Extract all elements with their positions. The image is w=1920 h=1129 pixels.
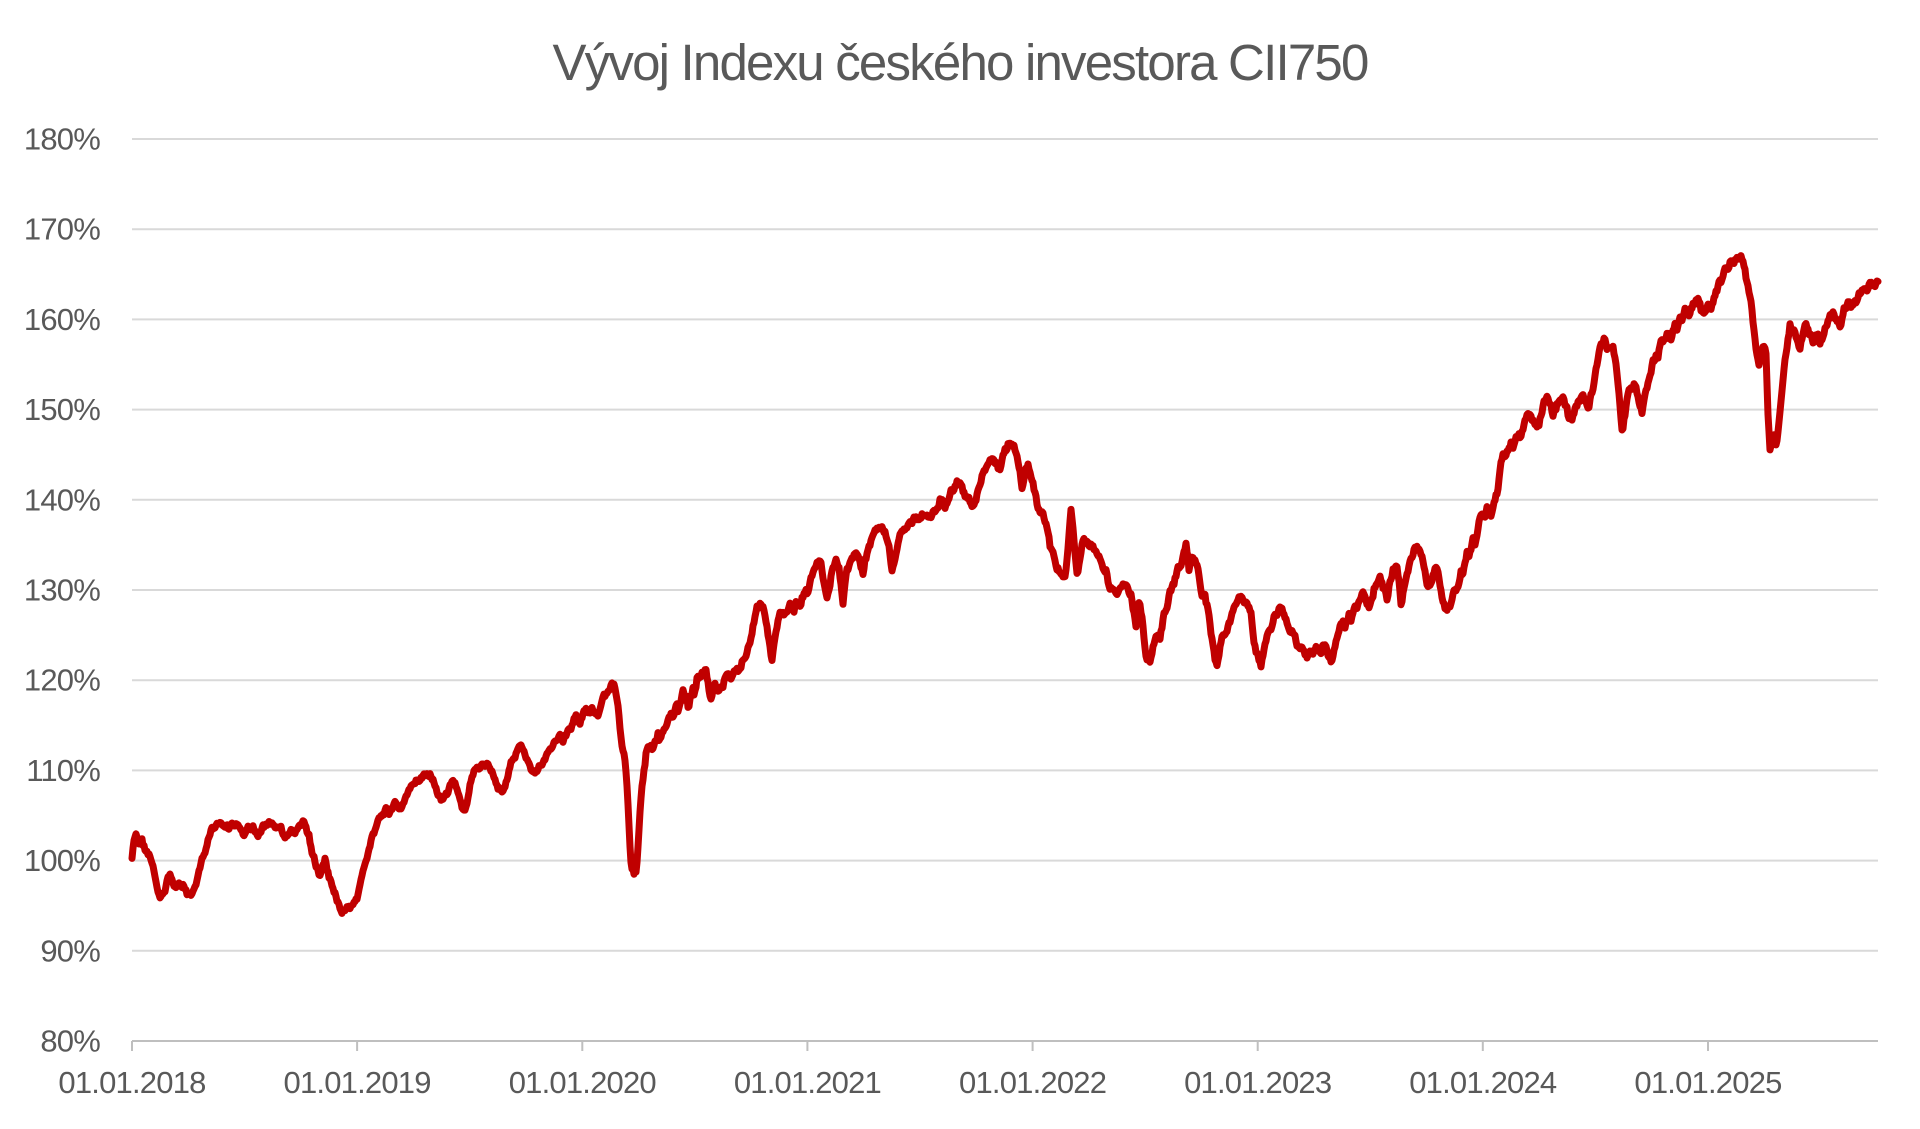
svg-text:170%: 170% [24, 212, 100, 247]
svg-text:140%: 140% [24, 482, 100, 517]
svg-text:120%: 120% [24, 663, 100, 698]
svg-text:Vývoj Indexu českého investora: Vývoj Indexu českého investora CII750 [552, 34, 1368, 91]
svg-text:01.01.2024: 01.01.2024 [1409, 1065, 1557, 1100]
svg-text:01.01.2021: 01.01.2021 [734, 1065, 881, 1100]
svg-text:130%: 130% [24, 573, 100, 608]
svg-text:01.01.2023: 01.01.2023 [1184, 1065, 1331, 1100]
svg-text:150%: 150% [24, 392, 100, 427]
svg-text:110%: 110% [26, 753, 100, 788]
svg-text:01.01.2020: 01.01.2020 [509, 1065, 657, 1100]
svg-text:80%: 80% [40, 1024, 100, 1059]
svg-text:90%: 90% [40, 933, 100, 968]
svg-text:160%: 160% [24, 302, 100, 337]
svg-text:01.01.2018: 01.01.2018 [58, 1065, 205, 1100]
svg-text:180%: 180% [24, 122, 100, 157]
svg-text:100%: 100% [24, 843, 100, 878]
svg-text:01.01.2022: 01.01.2022 [959, 1065, 1106, 1100]
svg-text:01.01.2019: 01.01.2019 [284, 1065, 431, 1100]
svg-text:01.01.2025: 01.01.2025 [1634, 1065, 1781, 1100]
